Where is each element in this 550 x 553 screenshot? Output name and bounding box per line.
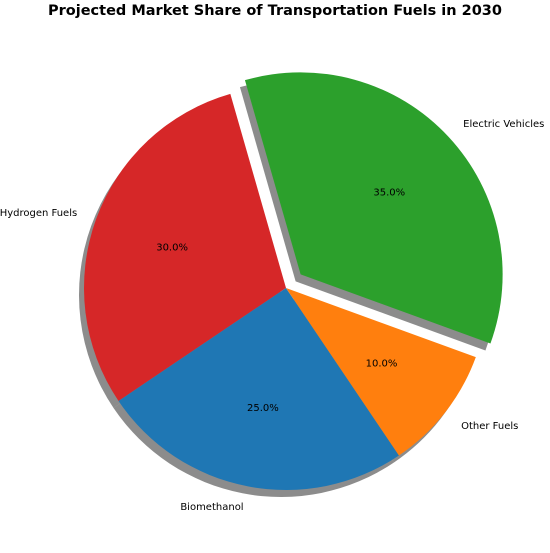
pie-category-label-hydrogen-fuels: Hydrogen Fuels [0,208,77,219]
pie-slice-biomethanol [118,288,399,490]
pie-pct-label-electric-vehicles: 35.0% [373,188,405,199]
pie-slice-hydrogen-fuels [83,93,286,401]
pie-pct-label-other-fuels: 10.0% [366,359,398,370]
pie-pct-label-hydrogen-fuels: 30.0% [156,243,188,254]
pie-category-label-electric-vehicles: Electric Vehicles [463,119,544,130]
chart-title: Projected Market Share of Transportation… [48,3,502,19]
pie-pct-label-biomethanol: 25.0% [247,403,279,414]
pie-slices [83,72,503,490]
pie-category-label-biomethanol: Biomethanol [180,502,243,513]
pie-labels: 35.0% Electric Vehicles 30.0% Hydrogen Fuel… [0,119,544,513]
pie-slice-electric-vehicles [244,72,503,344]
pie-category-label-other-fuels: Other Fuels [461,421,518,432]
pie-slice-other-fuels [286,288,476,456]
